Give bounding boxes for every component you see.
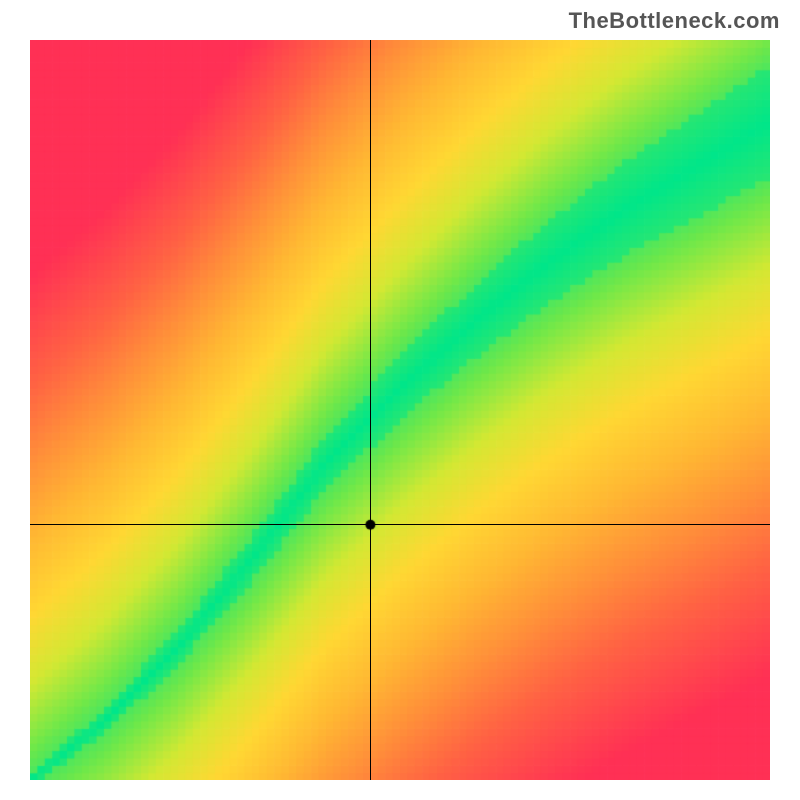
crosshair-vertical	[370, 40, 371, 780]
marker-dot-layer	[30, 40, 770, 780]
bottleneck-heatmap	[30, 40, 770, 780]
crosshair-horizontal	[30, 524, 770, 525]
watermark-text: TheBottleneck.com	[569, 8, 780, 34]
